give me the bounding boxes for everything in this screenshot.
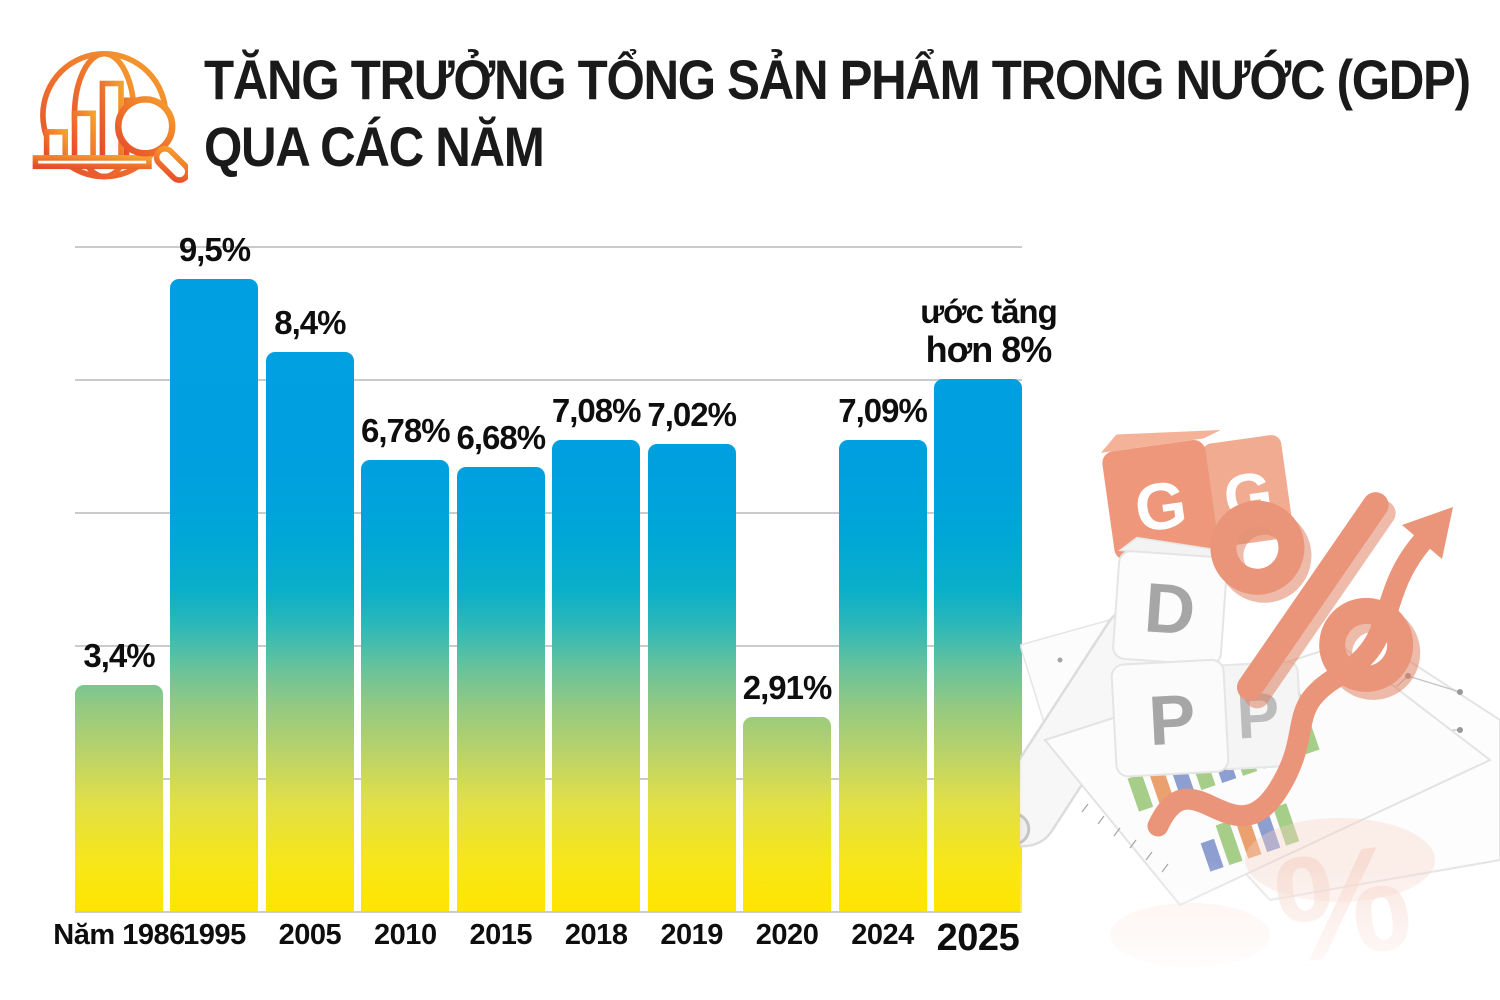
x-axis-label: 2024 [851,919,914,951]
bar-value-label: 9,5% [178,231,251,268]
bar-column: 7,09% 2024 [838,246,928,951]
x-axis-label: 2010 [374,919,437,951]
die-p: P P [1110,658,1304,778]
magnifier-icon [114,96,188,183]
bar-column: 8,4% 2005 [265,246,354,951]
x-axis-label: 2020 [755,919,819,951]
bar-value-label: 7,08% [551,392,642,429]
x-axis-label: 2005 [278,919,342,951]
bar-column: 9,5% 1995 [170,231,259,951]
bar-2019 [647,444,736,911]
growth-arrow [1147,507,1453,837]
bar-2025 [933,379,1022,911]
gridline [75,246,1022,248]
gridline [75,512,1022,514]
bar-column: 6,68% 2015 [456,246,546,951]
svg-text:P: P [1147,680,1198,760]
x-axis-label: Năm 1986 [53,919,185,951]
bar-value-label: 7,09% [838,392,928,429]
bar-value-label: ước tăng hơn 8% [920,293,1058,370]
title-line-1: TĂNG TRƯỞNG TỔNG SẢN PHẨM TRONG NƯỚC (GD… [204,48,1471,111]
bar-value-label: 2,91% [742,669,833,706]
x-axis-label: 2019 [660,919,723,951]
bar-value-label: 7,02% [647,396,737,433]
globe-chart-magnifier-icon [32,50,188,183]
bar-value-label: 6,78% [361,412,451,449]
bar-2010 [361,460,450,911]
bar-column: 7,08% 2018 [551,246,642,951]
gridline [75,379,1022,381]
svg-text:G: G [1130,466,1191,546]
gridline [75,778,1022,780]
fade-overlay [1020,860,1500,1000]
die-d: D [1112,536,1233,666]
bar-2018 [552,440,641,911]
bars: 3,4% Năm 1986 9,5% 1995 8,4% 2005 6,78% 2010 6,6… [53,231,1058,959]
bar-column: 3,4% Năm 1986 [53,246,185,951]
bar-column: 7,02% 2019 [647,246,737,951]
bar-2024 [838,440,927,911]
page-title: TĂNG TRƯỞNG TỔNG SẢN PHẨM TRONG NƯỚC (GD… [204,46,1471,180]
bar-value-label: 8,4% [274,304,346,341]
gdp-3d-illustration: % G G D P P [1020,430,1500,1000]
title-line-2: QUA CÁC NĂM [204,115,545,178]
x-axis-label: 2018 [564,919,628,951]
bar-column: 6,78% 2010 [361,246,451,951]
x-axis-label: 2015 [469,919,533,951]
ruler-ticks [1081,803,1169,873]
gridlines [75,246,1022,913]
plot-area: 3,4% Năm 1986 9,5% 1995 8,4% 2005 6,78% 2010 6,6… [53,231,1058,959]
x-axis-label: 2025 [936,917,1020,959]
bar-value-label: 6,68% [456,419,546,456]
die-g: G G [1100,430,1294,561]
percent-symbol [1210,492,1414,701]
bar-value-label: 3,4% [83,637,155,674]
bar-column: 2,91% 2020 [742,246,833,951]
bar-1986 [75,685,163,911]
gridline [75,645,1022,647]
x-axis-label: 1995 [183,919,246,951]
bar-2020 [743,717,832,911]
bar-2015 [456,467,545,911]
svg-text:D: D [1142,568,1198,649]
gridline [75,911,1022,913]
bar-2005 [265,352,354,911]
bar-1995 [170,279,259,911]
bar-column: ước tăng hơn 8% 2025 [920,246,1058,959]
